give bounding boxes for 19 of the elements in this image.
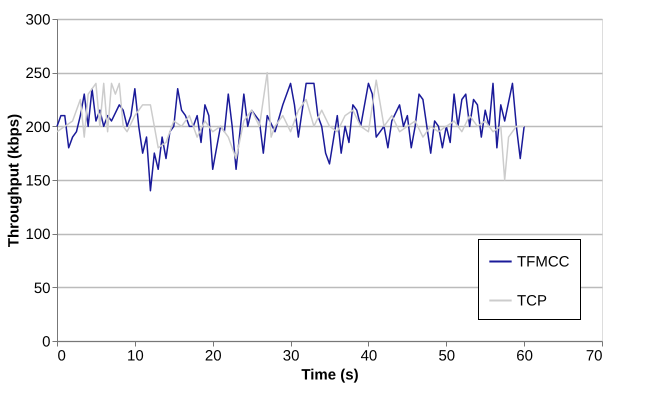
x-tick-label: 50: [438, 348, 456, 364]
y-tick-label: 200: [25, 118, 50, 136]
y-axis-title: Throughput (kbps): [5, 114, 22, 248]
x-tick-label: 30: [282, 348, 300, 364]
x-tick-label: 40: [360, 348, 378, 364]
y-tick-label: 50: [34, 280, 50, 297]
x-tick-label: 0: [58, 348, 66, 364]
y-tick-label: 300: [25, 12, 50, 28]
legend-label: TCP: [517, 292, 547, 310]
x-tick-label: 70: [586, 348, 602, 364]
x-tick-label: 10: [127, 348, 144, 364]
y-tick-label: 0: [42, 334, 50, 350]
y-tick-label: 150: [25, 172, 50, 190]
y-tick-label: 100: [25, 226, 50, 244]
y-tick-label: 250: [25, 65, 50, 82]
x-tick-label: 60: [516, 348, 533, 364]
x-axis-title: Time (s): [301, 366, 359, 384]
x-tick-label: 20: [204, 348, 222, 364]
legend-label: TFMCC: [517, 254, 570, 270]
